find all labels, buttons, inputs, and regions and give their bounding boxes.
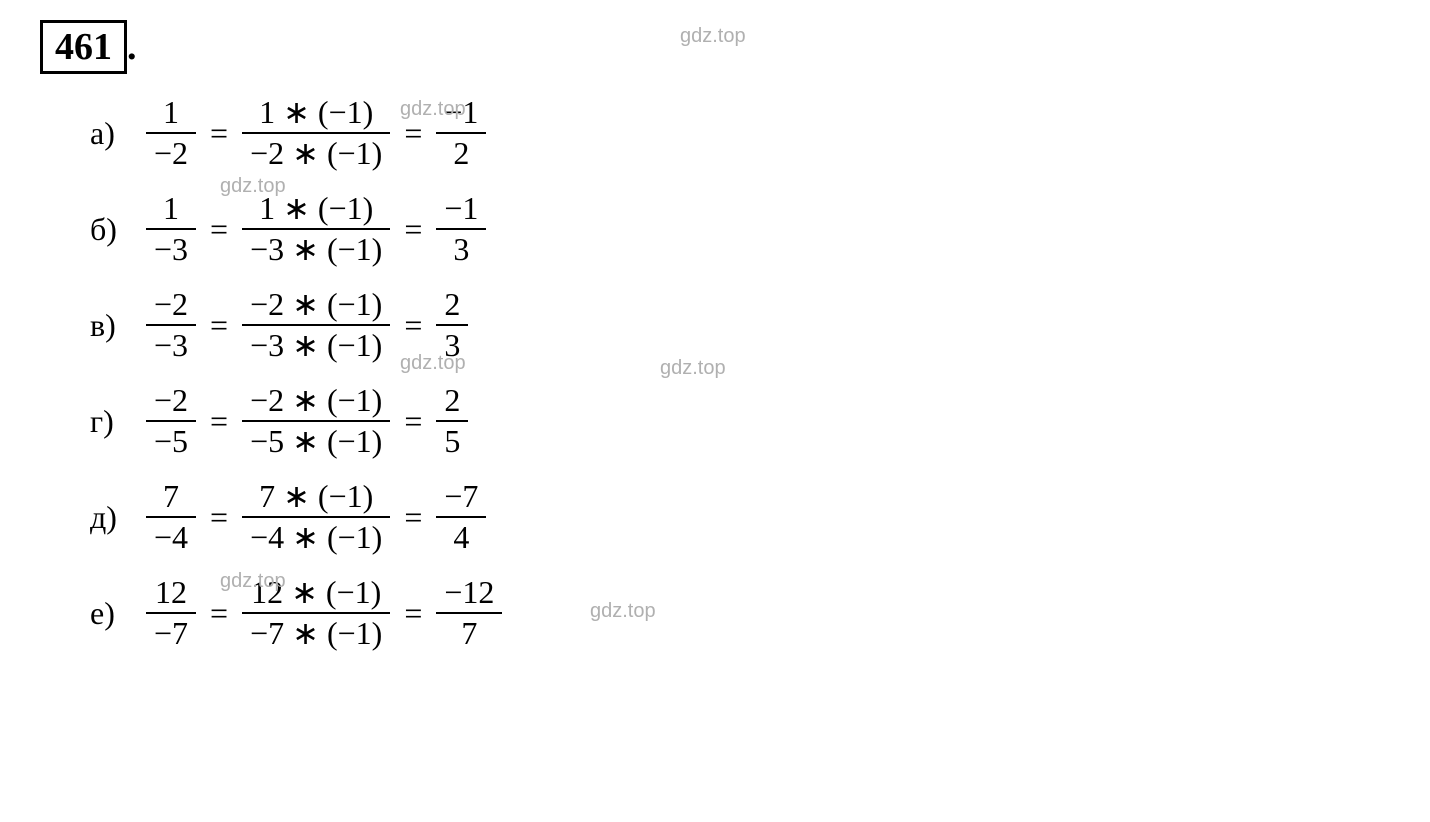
numerator: −2 ∗ (−1): [242, 383, 390, 418]
fraction-line: [436, 324, 468, 326]
denominator: −4: [146, 520, 196, 555]
fraction-line: [146, 228, 196, 230]
numerator: 1 ∗ (−1): [251, 191, 381, 226]
numerator: 12: [147, 575, 195, 610]
denominator: −7: [146, 616, 196, 651]
fraction-3: −127: [436, 575, 502, 651]
equation-row: б)1−3=1 ∗ (−1)−3 ∗ (−1)=−13: [90, 190, 1390, 268]
fraction-line: [146, 420, 196, 422]
numerator: 1: [155, 95, 187, 130]
equation-label: в): [90, 307, 140, 344]
numerator: −2 ∗ (−1): [242, 287, 390, 322]
equals-sign: =: [210, 595, 228, 632]
fraction-1: −2−3: [146, 287, 196, 363]
equals-sign: =: [404, 403, 422, 440]
denominator: 2: [445, 136, 477, 171]
equation-label: б): [90, 211, 140, 248]
fraction-1: −2−5: [146, 383, 196, 459]
fraction-2: 1 ∗ (−1) −3 ∗ (−1): [242, 191, 390, 267]
equation-row: г)−2−5=−2 ∗ (−1)−5 ∗ (−1)=25: [90, 382, 1390, 460]
fraction-line: [436, 420, 468, 422]
numerator: −2: [146, 287, 196, 322]
equation-row: е)12−7=12 ∗ (−1)−7 ∗ (−1)=−127: [90, 574, 1390, 652]
fraction-3: −74: [436, 479, 486, 555]
equation-row: в)−2−3=−2 ∗ (−1)−3 ∗ (−1)=23: [90, 286, 1390, 364]
numerator: −12: [436, 575, 502, 610]
fraction-line: [146, 324, 196, 326]
equals-sign: =: [210, 307, 228, 344]
equals-sign: =: [210, 499, 228, 536]
fraction-2: −2 ∗ (−1) −3 ∗ (−1): [242, 287, 390, 363]
denominator: 3: [436, 328, 468, 363]
denominator: −5 ∗ (−1): [242, 424, 390, 459]
fraction-line: [436, 228, 486, 230]
denominator: 3: [445, 232, 477, 267]
denominator: −5: [146, 424, 196, 459]
problem-number-period: .: [127, 26, 137, 68]
equation-row: а)1−2=1 ∗ (−1)−2 ∗ (−1)=−12: [90, 94, 1390, 172]
fraction-2: 7 ∗ (−1) −4 ∗ (−1): [242, 479, 390, 555]
numerator: −7: [436, 479, 486, 514]
denominator: −7 ∗ (−1): [242, 616, 390, 651]
fraction-line: [436, 132, 486, 134]
fraction-3: 23: [436, 287, 468, 363]
fraction-1: 1−3: [146, 191, 196, 267]
equations-container: а)1−2=1 ∗ (−1)−2 ∗ (−1)=−12б)1−3=1 ∗ (−1…: [40, 94, 1390, 652]
numerator: −1: [436, 95, 486, 130]
fraction-2: 12 ∗ (−1) −7 ∗ (−1): [242, 575, 390, 651]
denominator: −2 ∗ (−1): [242, 136, 390, 171]
numerator: −1: [436, 191, 486, 226]
numerator: 1: [155, 191, 187, 226]
equals-sign: =: [210, 115, 228, 152]
fraction-2: −2 ∗ (−1) −5 ∗ (−1): [242, 383, 390, 459]
denominator: −3 ∗ (−1): [242, 232, 390, 267]
fraction-2: 1 ∗ (−1) −2 ∗ (−1): [242, 95, 390, 171]
fraction-line: [436, 516, 486, 518]
equals-sign: =: [404, 307, 422, 344]
equation-label: г): [90, 403, 140, 440]
numerator: 7: [155, 479, 187, 514]
fraction-1: 12−7: [146, 575, 196, 651]
equals-sign: =: [210, 403, 228, 440]
problem-number-box: 461: [40, 20, 127, 74]
denominator: −4 ∗ (−1): [242, 520, 390, 555]
fraction-line: [146, 612, 196, 614]
fraction-line: [242, 516, 390, 518]
fraction-line: [242, 228, 390, 230]
fraction-1: 7−4: [146, 479, 196, 555]
denominator: −3 ∗ (−1): [242, 328, 390, 363]
fraction-line: [242, 612, 390, 614]
fraction-line: [242, 420, 390, 422]
numerator: 2: [436, 287, 468, 322]
fraction-line: [436, 612, 502, 614]
denominator: 7: [453, 616, 485, 651]
denominator: −3: [146, 328, 196, 363]
equals-sign: =: [210, 211, 228, 248]
fraction-line: [146, 132, 196, 134]
equation-label: е): [90, 595, 140, 632]
denominator: 4: [445, 520, 477, 555]
equation-row: д)7−4=7 ∗ (−1)−4 ∗ (−1)=−74: [90, 478, 1390, 556]
denominator: −3: [146, 232, 196, 267]
numerator: −2: [146, 383, 196, 418]
denominator: −2: [146, 136, 196, 171]
numerator: 7 ∗ (−1): [251, 479, 381, 514]
numerator: 2: [436, 383, 468, 418]
equals-sign: =: [404, 211, 422, 248]
equals-sign: =: [404, 595, 422, 632]
numerator: 12 ∗ (−1): [243, 575, 389, 610]
equation-label: д): [90, 499, 140, 536]
numerator: 1 ∗ (−1): [251, 95, 381, 130]
fraction-3: −13: [436, 191, 486, 267]
equation-label: а): [90, 115, 140, 152]
equals-sign: =: [404, 115, 422, 152]
fraction-3: −12: [436, 95, 486, 171]
fraction-3: 25: [436, 383, 468, 459]
fraction-1: 1−2: [146, 95, 196, 171]
fraction-line: [146, 516, 196, 518]
equals-sign: =: [404, 499, 422, 536]
fraction-line: [242, 324, 390, 326]
fraction-line: [242, 132, 390, 134]
denominator: 5: [436, 424, 468, 459]
